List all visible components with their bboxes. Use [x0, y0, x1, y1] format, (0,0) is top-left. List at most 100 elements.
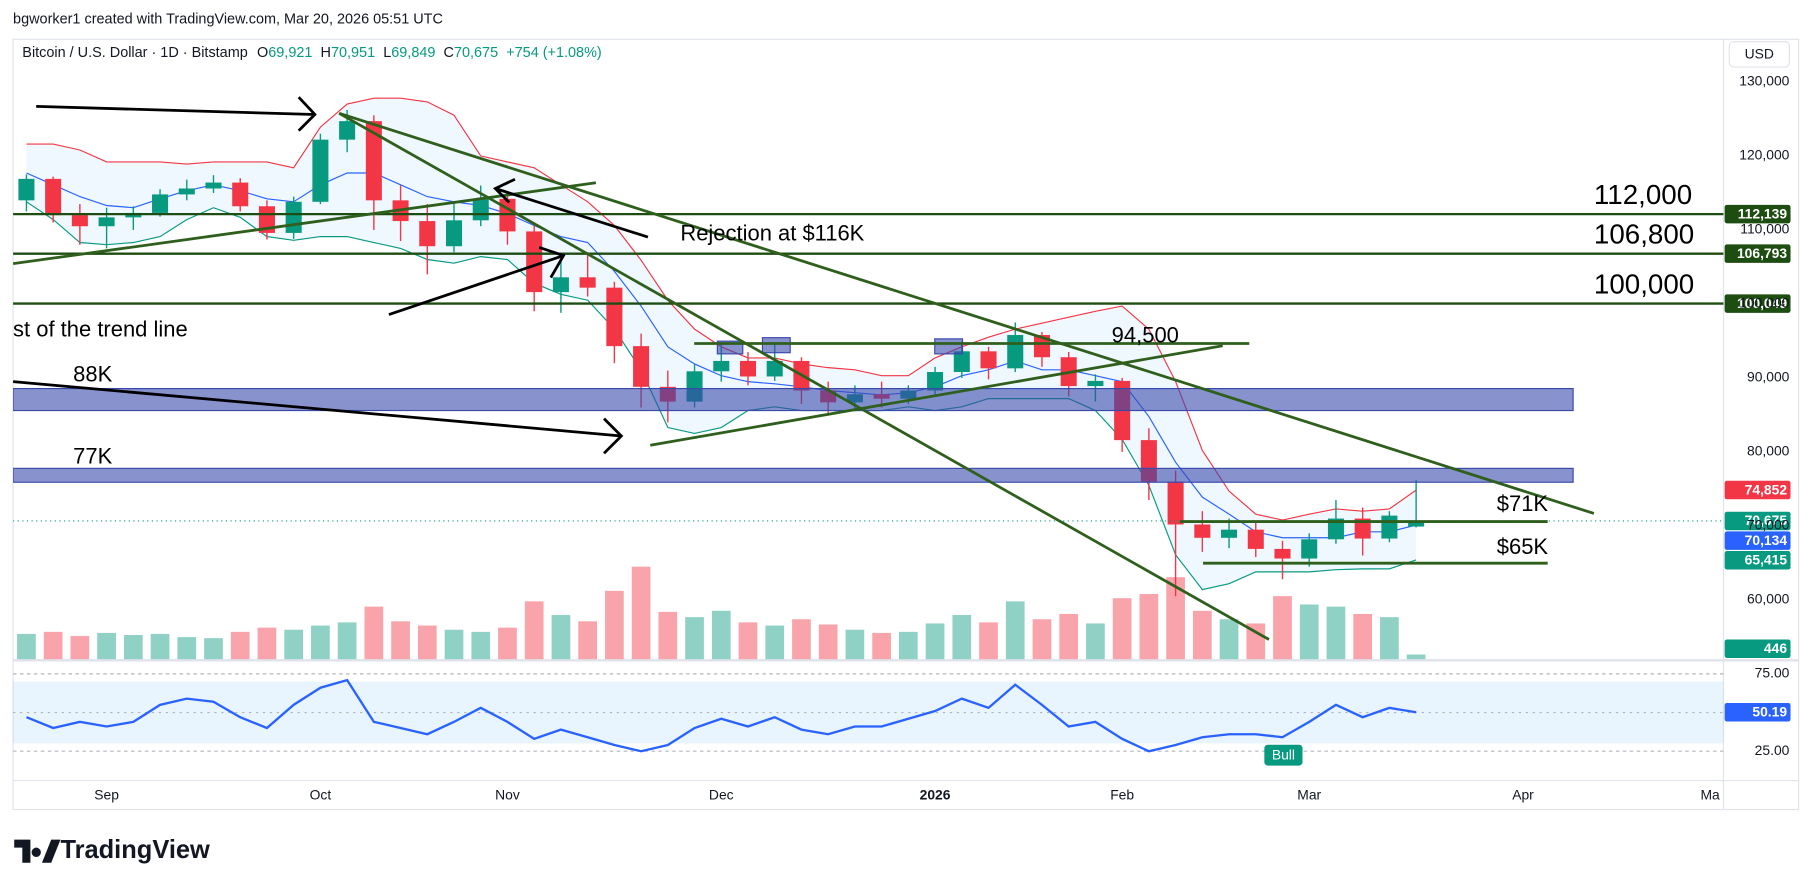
volume-bar [1032, 619, 1052, 660]
volume-bar [1219, 619, 1239, 660]
logo-text: TradingView [60, 836, 210, 864]
bull-badge [1264, 744, 1303, 766]
zone-box [761, 337, 791, 354]
volume-bar [738, 622, 758, 660]
volume-bar [337, 622, 357, 660]
volume-bar [70, 636, 90, 660]
arrow [492, 177, 649, 239]
candle-body [232, 182, 249, 207]
series-layer [13, 97, 1724, 753]
trend-line [338, 112, 1595, 515]
rsi-tag-label: 50.19 [1752, 703, 1787, 719]
zone-box [934, 338, 964, 355]
candle-body [18, 178, 35, 201]
y-tick-label: 120,000 [1739, 147, 1789, 163]
trend-line [13, 181, 597, 266]
volume-bar [1246, 623, 1266, 660]
ohlc-key: H [321, 45, 331, 61]
volume-bar [364, 606, 384, 660]
currency-button[interactable] [1728, 41, 1790, 68]
candle-body [1381, 515, 1398, 539]
candle-body [1301, 539, 1318, 559]
price-tag-label: 112,139 [1738, 205, 1788, 221]
volume-bar [898, 631, 918, 660]
candle-body [739, 360, 757, 377]
ohlc-value: 69,921 [268, 45, 312, 61]
price-tag-label: 446 [1764, 640, 1787, 656]
symbol: Bitcoin / U.S. Dollar · 1D · Bitstamp [22, 45, 247, 61]
volume-bar [417, 625, 437, 660]
candle-body [1274, 548, 1291, 559]
candle-body [1327, 518, 1344, 540]
price-tag [1724, 531, 1791, 550]
x-tick-label: Ma [1700, 786, 1720, 802]
rsi-tick-label: 25.00 [1755, 742, 1790, 758]
price-tag [1724, 511, 1791, 531]
candle-body [205, 182, 222, 189]
volume-bar [1166, 577, 1185, 660]
y-tick-label: 80,000 [1747, 443, 1790, 459]
volume-bar [150, 633, 170, 660]
candle-body [526, 231, 543, 293]
annotation: st of the trend line [13, 317, 188, 342]
candle-body [1221, 529, 1238, 538]
x-tick-label: Nov [495, 786, 520, 802]
price-tag-label: 106,793 [1737, 245, 1787, 261]
candle-body [579, 277, 596, 288]
candle-body [365, 121, 382, 201]
candle-body [45, 178, 62, 216]
volume-bar [765, 625, 785, 660]
candle-body [1087, 380, 1104, 387]
volume-bar [524, 601, 544, 660]
volume-bar [177, 637, 197, 660]
x-tick-label: Oct [310, 786, 332, 802]
candle-body [1247, 529, 1264, 549]
volume-bar [1299, 604, 1319, 660]
x-tick-label: Apr [1512, 786, 1534, 802]
volume-bar [952, 615, 972, 660]
ohlc-key: O [257, 45, 268, 61]
candle-body [953, 351, 970, 373]
legend: Bitcoin / U.S. Dollar · 1D · Bitstamp O69… [22, 45, 601, 61]
trend-line [650, 344, 1223, 447]
volume-bar [471, 631, 491, 660]
annotation: 88K [73, 362, 112, 387]
annotation: Bull [1272, 746, 1295, 762]
volume-bar [1059, 613, 1079, 660]
price-tag-label: 74,852 [1745, 481, 1788, 497]
volume-bar [605, 590, 624, 660]
candle-body [1194, 524, 1211, 538]
logo: TradingView [14, 836, 210, 864]
ohlc-value: 69,849 [391, 45, 435, 61]
chart-frame [12, 38, 1800, 811]
candle-body [1167, 481, 1184, 525]
overlay-layer: 112,000 106,800 100,000 112,139 106,793 100,0… [1594, 179, 1791, 722]
y-tick-label: 70,000 [1747, 517, 1790, 533]
annotation: 94,500 [1112, 322, 1179, 347]
y-tick-label: 60,000 [1747, 591, 1790, 607]
x-tick-label: Dec [709, 786, 734, 802]
volume-bar [43, 631, 63, 660]
y-tick-label: 100,000 [1739, 295, 1789, 311]
price-tag [1724, 244, 1791, 263]
arrow [36, 96, 317, 132]
arrow [388, 246, 566, 316]
volume-bar [230, 631, 250, 660]
volume-bar [872, 632, 891, 660]
candle-body [285, 201, 302, 233]
level-annotation: 100,000 [1594, 269, 1694, 300]
candle-body [980, 351, 997, 369]
ohlc-key: C [444, 45, 454, 61]
candle-body [472, 198, 489, 221]
volume-bar [578, 621, 598, 660]
arrow [13, 380, 624, 455]
volume-bar [257, 627, 277, 660]
rsi-line [26, 678, 1417, 753]
volume-bar [1139, 593, 1159, 660]
annotation: 77K [73, 444, 112, 469]
currency[interactable]: USD [1745, 46, 1774, 62]
volume-bar [391, 621, 410, 660]
volume-bar [1380, 617, 1399, 660]
rsi-tick-label: 75.00 [1755, 665, 1790, 681]
